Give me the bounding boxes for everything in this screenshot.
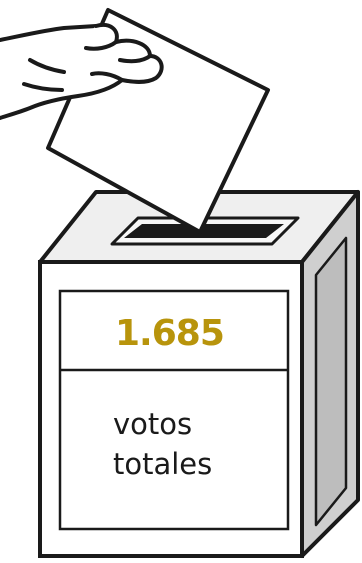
hand-icon	[0, 23, 164, 120]
vote-count: 1.685	[115, 313, 224, 354]
ballot-slot-opening	[124, 224, 284, 238]
hand-knuckle-lines	[22, 58, 66, 92]
hand-wrist	[0, 24, 98, 42]
box-side-panel	[314, 236, 348, 527]
hand-palm	[0, 23, 164, 120]
box-label-panel	[58, 289, 290, 531]
ballot-box-icon	[38, 190, 360, 558]
caption-line-2: totales	[113, 447, 212, 481]
hand-thumb	[90, 71, 124, 82]
hand-finger-crease-2	[118, 54, 152, 64]
hand-finger-crease-1	[84, 40, 118, 51]
caption-line-1: votos	[113, 407, 192, 441]
